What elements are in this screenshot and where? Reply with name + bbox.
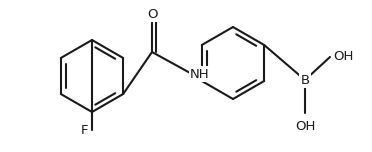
Text: NH: NH [190,67,210,81]
Text: OH: OH [333,50,353,64]
Text: F: F [80,123,88,136]
Text: OH: OH [295,119,315,133]
Text: B: B [301,74,310,86]
Text: O: O [147,7,157,21]
